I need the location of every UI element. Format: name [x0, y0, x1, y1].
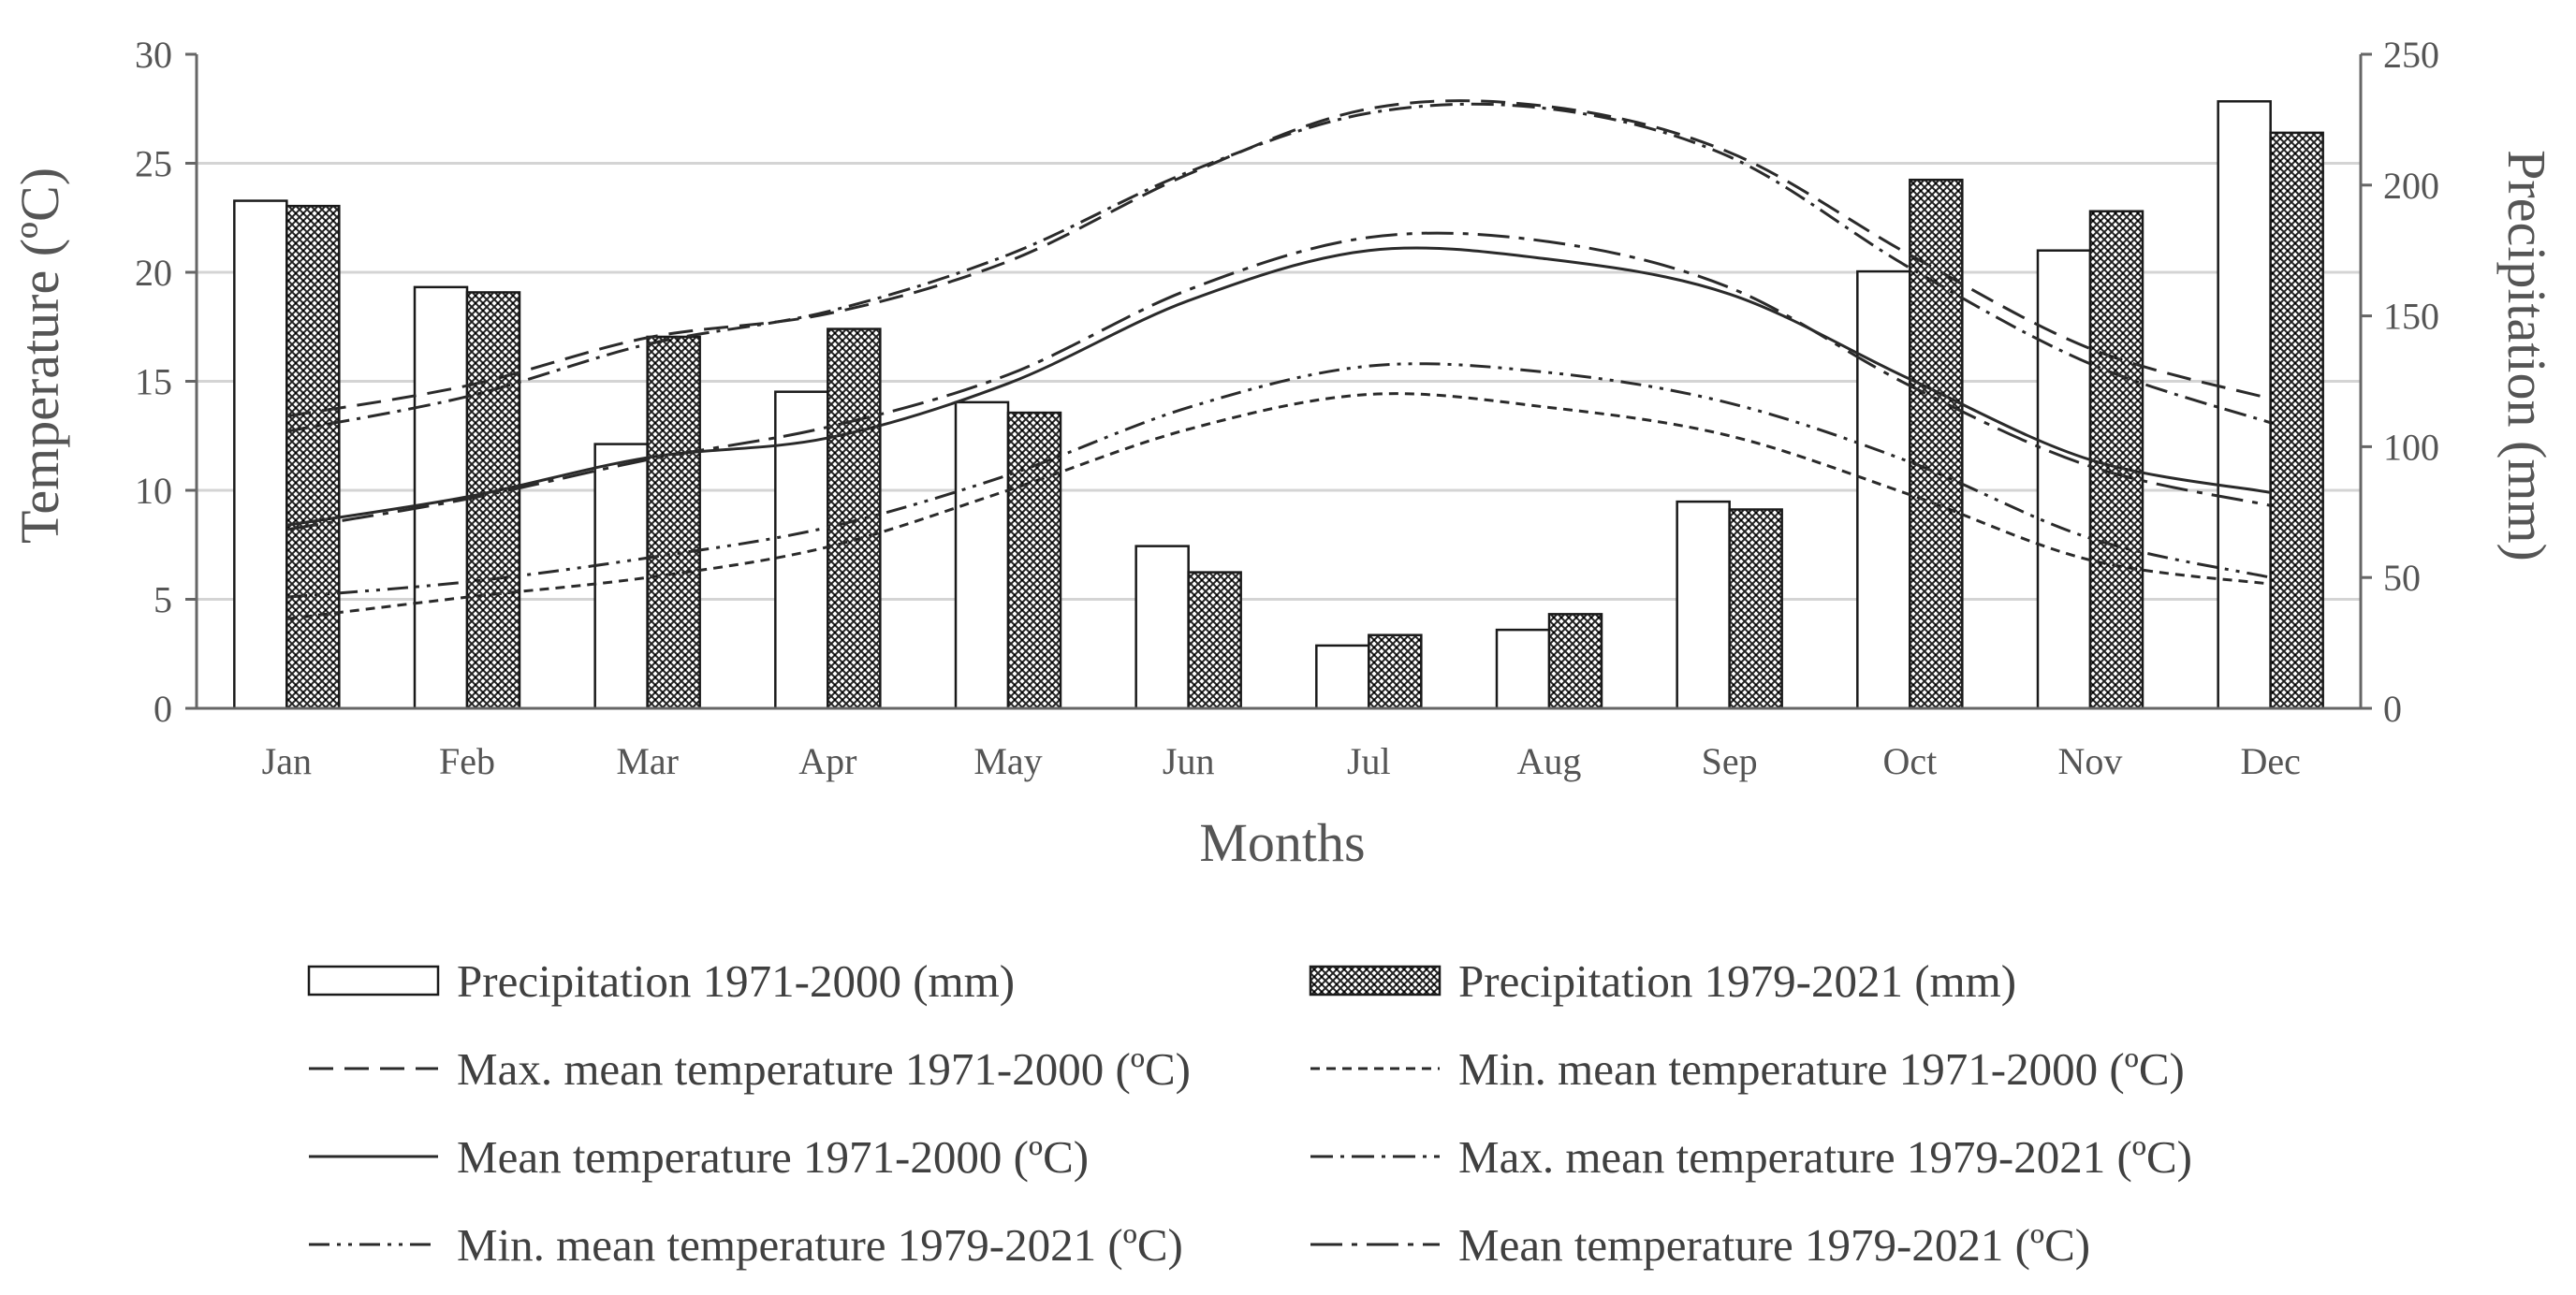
tick-label-left: 10	[135, 470, 172, 512]
line-series-5	[286, 362, 2271, 599]
bar-precip-1979-2021-nov	[2088, 210, 2144, 710]
bar-precip-1971-2000-mar	[593, 443, 649, 710]
tick-label-x: May	[973, 740, 1042, 782]
y-axis-right-title: Precipitation (mm)	[2496, 150, 2557, 561]
bar-precip-1979-2021-may	[1006, 411, 1062, 710]
lines-layer	[286, 99, 2272, 620]
tick-label-x: Nov	[2058, 740, 2123, 782]
tick-label-left: 15	[135, 361, 172, 403]
tick-label-right: 200	[2383, 165, 2439, 207]
tick-label-left: 30	[135, 34, 172, 76]
bar-precip-1979-2021-dec	[2269, 131, 2324, 710]
bar-precip-1979-2021-feb	[465, 291, 521, 710]
bar-precip-1971-2000-nov	[2036, 249, 2092, 710]
tick-label-left: 25	[135, 143, 172, 185]
tick-label-x: Apr	[798, 740, 856, 782]
tick-label-x: Dec	[2240, 740, 2300, 782]
legend-label: Max. mean temperature 1971-2000 (ºC)	[457, 1043, 1191, 1095]
bar-precip-1979-2021-mar	[646, 335, 701, 710]
legend-label: Min. mean temperature 1971-2000 (ºC)	[1458, 1043, 2185, 1095]
bar-precip-1971-2000-jun	[1134, 545, 1190, 710]
tick-label-right: 50	[2383, 557, 2421, 599]
line-series-4	[286, 102, 2272, 433]
legend-swatch	[1309, 965, 1442, 997]
bar-precip-1979-2021-apr	[827, 327, 882, 710]
tick-label-x: Feb	[439, 740, 495, 782]
legend: Precipitation 1971-2000 (mm) Precipitatio…	[307, 955, 2192, 1271]
tick-label-right: 150	[2383, 296, 2439, 338]
tick-label-x: Sep	[1702, 740, 1758, 782]
legend-label: Min. mean temperature 1979-2021 (ºC)	[457, 1219, 1183, 1271]
line-series-6	[286, 231, 2271, 531]
tick-label-right: 0	[2383, 688, 2402, 730]
legend-swatch	[307, 965, 440, 997]
x-axis-title: Months	[1199, 812, 1365, 873]
tick-label-left: 20	[135, 252, 172, 294]
line-series-3	[286, 246, 2271, 527]
tick-label-x: Oct	[1882, 740, 1937, 782]
tick-label-right: 100	[2383, 426, 2439, 468]
tick-label-x: Jun	[1163, 740, 1215, 782]
bar-precip-1971-2000-jul	[1315, 644, 1370, 710]
y-axis-left-title: Temperature (ºC)	[9, 167, 70, 544]
bar-precip-1979-2021-sep	[1728, 508, 1783, 710]
bar-precip-1971-2000-oct	[1856, 269, 1911, 710]
line-series-2	[286, 392, 2271, 620]
bar-precip-1979-2021-oct	[1909, 178, 1964, 710]
legend-label: Max. mean temperature 1979-2021 (ºC)	[1458, 1131, 2192, 1183]
tick-label-x: Mar	[616, 740, 679, 782]
bar-precip-1979-2021-jan	[285, 204, 341, 710]
tick-label-left: 0	[154, 688, 172, 730]
bar-precip-1979-2021-jun	[1187, 571, 1242, 710]
bar-precip-1971-2000-dec	[2217, 100, 2272, 710]
x-axis-ticks: Jan Feb Mar Apr May Jun Jul Aug Sep Oct Nov Dec	[262, 740, 2301, 782]
right-axis-ticks: 0 50 100 150 200 250	[2361, 34, 2439, 730]
tick-label-left: 5	[154, 579, 172, 621]
tick-label-x: Aug	[1517, 740, 1582, 782]
bar-precip-1971-2000-sep	[1676, 500, 1731, 710]
tick-label-right: 250	[2383, 34, 2439, 76]
bar-precip-1971-2000-jan	[233, 199, 288, 710]
tick-label-x: Jul	[1347, 740, 1391, 782]
legend-label: Mean temperature 1979-2021 (ºC)	[1458, 1219, 2090, 1271]
legend-label: Mean temperature 1971-2000 (ºC)	[457, 1131, 1089, 1183]
left-axis-ticks: 0 5 10 15 20 25 30	[135, 34, 197, 730]
bar-precip-1979-2021-aug	[1547, 613, 1603, 710]
bar-precip-1971-2000-aug	[1495, 628, 1551, 710]
bars-layer	[233, 100, 2324, 710]
legend-label: Precipitation 1979-2021 (mm)	[1458, 955, 2016, 1007]
line-series-1	[286, 99, 2272, 418]
bar-precip-1971-2000-may	[954, 400, 1010, 710]
bar-precip-1979-2021-jul	[1368, 633, 1423, 710]
legend-label: Precipitation 1971-2000 (mm)	[457, 955, 1015, 1007]
tick-label-x: Jan	[262, 740, 312, 782]
